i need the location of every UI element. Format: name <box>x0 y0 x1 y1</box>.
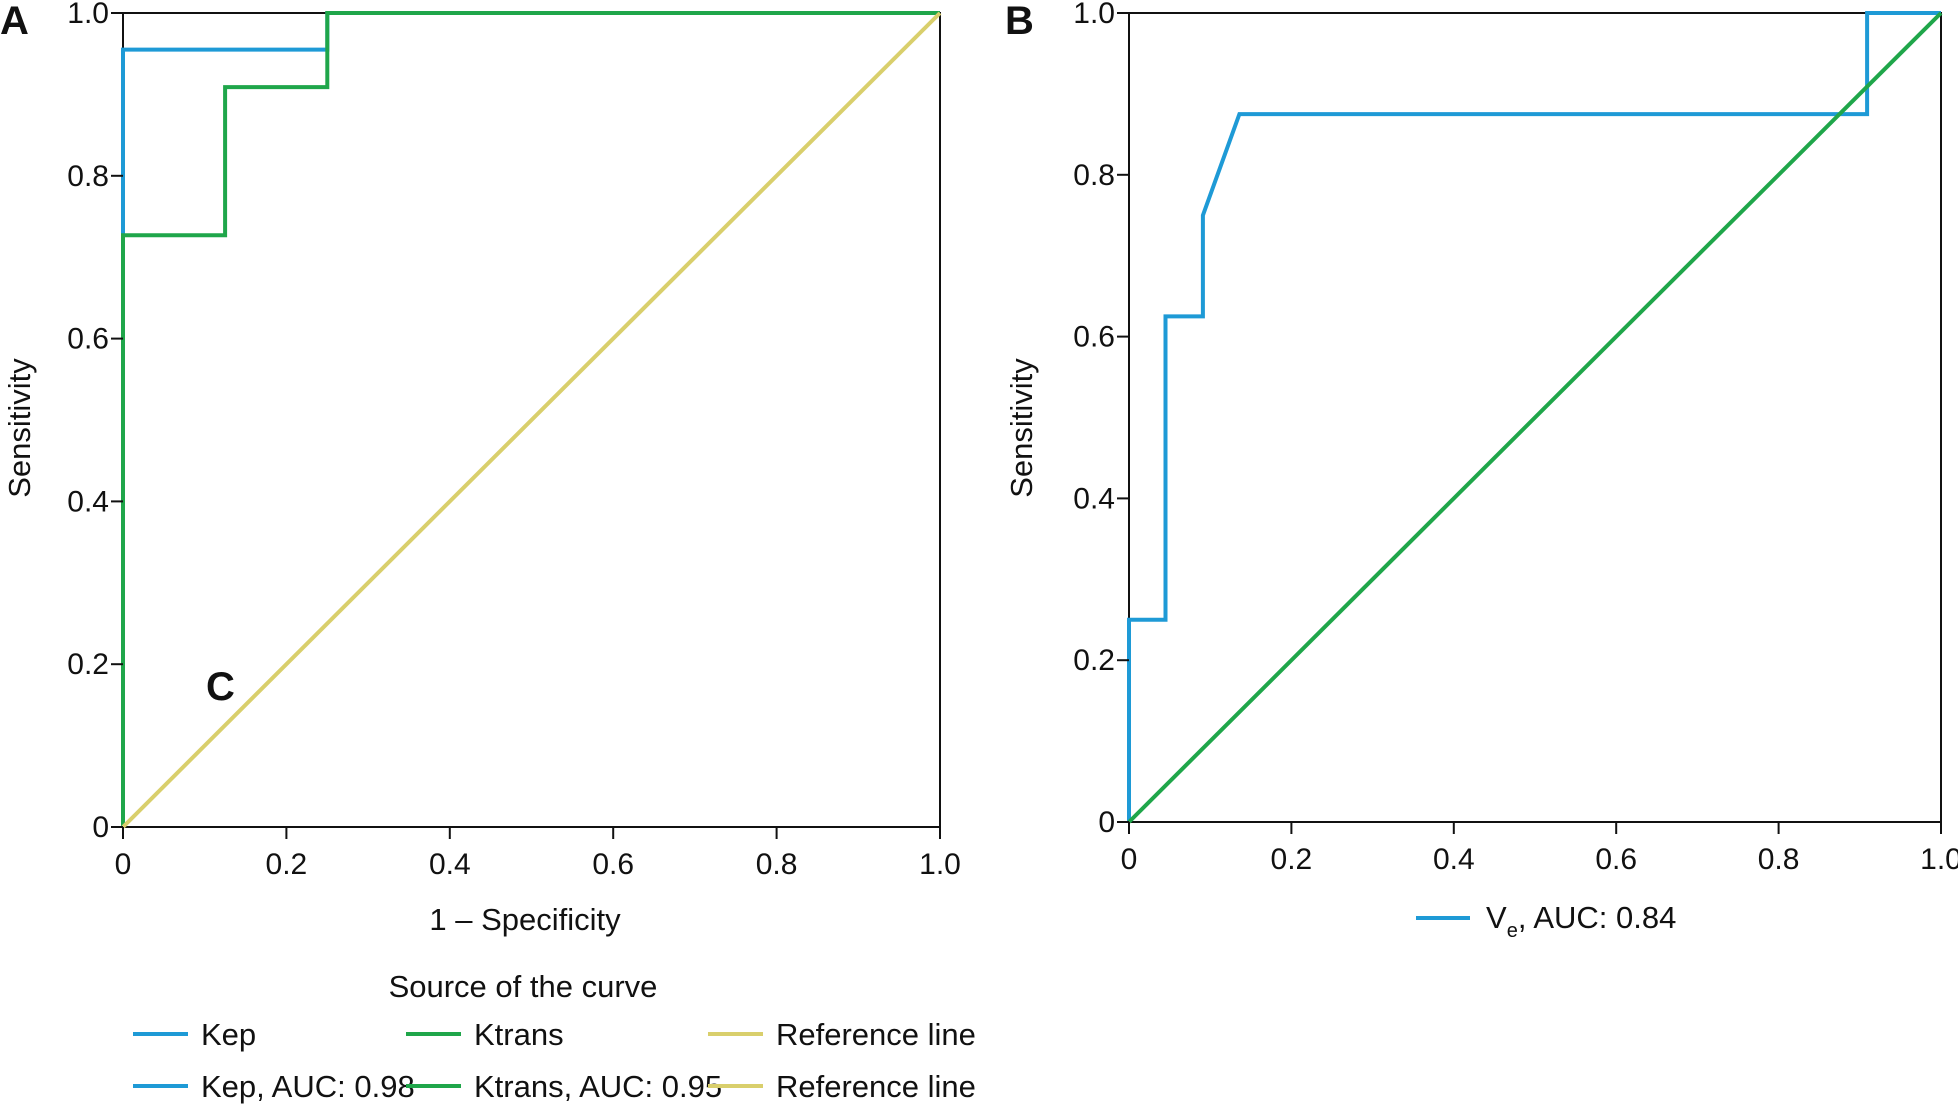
panel-a-series-ktrans <box>121 11 940 827</box>
panel-a-y-tick-label: 0 <box>92 811 109 844</box>
panel-a-legend-label: Reference line <box>776 1069 976 1104</box>
panel-a-legend-label: Kep, AUC: 0.98 <box>201 1069 415 1104</box>
panel-a-legend-label: Reference line <box>776 1017 976 1052</box>
panel-a-series-reference-line <box>121 11 942 829</box>
panel-b-y-tick-label: 0.6 <box>1073 321 1115 354</box>
panel-b-x-tick-label: 0.4 <box>1433 843 1475 876</box>
panel-a-x-tick-label: 0.2 <box>266 848 308 881</box>
panel-a-x-axis-label: 1 – Specificity <box>429 902 621 937</box>
panel-b-chart: B Sensitivity Ve, AUC: 0.84 0 0.2 0.4 0.6 0.… <box>1004 0 1958 942</box>
panel-b-series-reference <box>1127 11 1943 824</box>
panel-a-y-axis-label: Sensitivity <box>2 358 37 498</box>
panel-a-chart: A C 1 – Specificity Sensitivity Source o… <box>0 0 976 1104</box>
panel-a-letter: A <box>0 0 29 43</box>
panel-a-x-tick-label: 0.8 <box>756 848 798 881</box>
panel-b-x-tick-label: 0.8 <box>1758 843 1800 876</box>
panel-b-x-tick-label: 0.2 <box>1271 843 1313 876</box>
panel-b-y-tick-label: 0 <box>1098 806 1115 839</box>
panel-b-y-tick-label: 0.4 <box>1073 482 1115 515</box>
panel-a-y-tick-label: 0.6 <box>67 323 109 356</box>
panel-b-letter: B <box>1005 0 1034 43</box>
panel-b-x-tick-label: 1.0 <box>1920 843 1958 876</box>
panel-a-legend-label: Ktrans <box>474 1017 564 1052</box>
panel-b-x-tick-label: 0 <box>1121 843 1138 876</box>
panel-b-plot-frame <box>1128 12 1942 823</box>
panel-a-y-tick-label: 0.4 <box>67 485 109 518</box>
panel-a-y-tick-label: 0.2 <box>67 648 109 681</box>
panel-a-x-tick-label: 0.6 <box>592 848 634 881</box>
panel-a-x-tick-label: 1.0 <box>919 848 961 881</box>
panel-b-series-ve <box>1127 11 1941 822</box>
panel-a-x-tick-label: 0 <box>115 848 132 881</box>
panel-a-y-tick-label: 1.0 <box>67 0 109 30</box>
panel-a-legend-label: Ktrans, AUC: 0.95 <box>474 1069 722 1104</box>
panel-a-annotation: C <box>206 665 235 709</box>
panel-a-legend-label: Kep <box>201 1017 256 1052</box>
panel-b-y-axis-label: Sensitivity <box>1004 358 1039 498</box>
panel-b-x-tick-label: 0.6 <box>1595 843 1637 876</box>
panel-a-legend-title: Source of the curve <box>389 969 658 1004</box>
panel-b-y-tick-label: 0.2 <box>1073 644 1115 677</box>
panel-a-y-tick-label: 0.8 <box>67 160 109 193</box>
panel-b-y-tick-label: 1.0 <box>1073 0 1115 30</box>
panel-a-x-tick-label: 0.4 <box>429 848 471 881</box>
panel-b-y-tick-label: 0.8 <box>1073 159 1115 192</box>
panel-b-legend-label: Ve, AUC: 0.84 <box>1486 900 1676 942</box>
